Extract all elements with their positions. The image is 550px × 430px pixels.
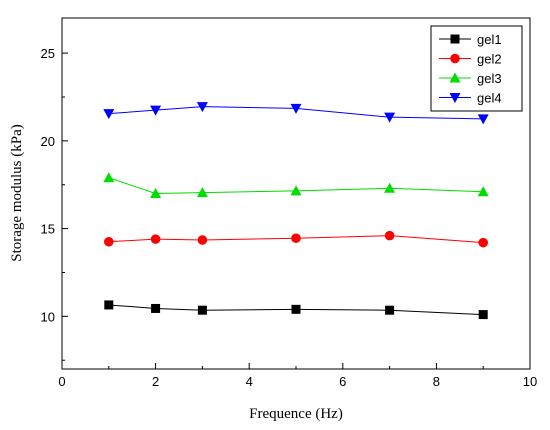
data-point-gel1	[104, 300, 114, 310]
data-point-gel3	[384, 182, 396, 193]
x-tick-label: 4	[246, 374, 253, 389]
series-gel1	[104, 300, 488, 320]
y-tick-label: 15	[41, 222, 55, 237]
data-point-gel2	[197, 235, 208, 245]
data-point-gel3	[103, 172, 115, 183]
data-point-gel1	[478, 310, 488, 320]
legend-marker-gel3	[449, 72, 461, 83]
legend-box	[430, 25, 523, 112]
series-line-gel2	[108, 235, 484, 244]
y-tick-label: 25	[41, 46, 55, 61]
data-point-gel3	[290, 185, 302, 196]
x-axis-label: Frequence (Hz)	[249, 406, 343, 422]
data-point-gel2	[384, 230, 395, 241]
data-point-gel4	[290, 103, 302, 114]
data-point-gel1	[385, 305, 395, 315]
series-line-gel1	[108, 304, 484, 316]
series-gel4	[103, 102, 489, 125]
x-tick-label: 0	[58, 374, 65, 389]
legend-label-gel1: gel1	[477, 32, 502, 47]
legend-label-gel2: gel2	[477, 52, 502, 67]
data-point-gel4	[384, 112, 396, 123]
data-point-gel4	[150, 105, 162, 116]
legend-marker-gel1	[450, 34, 460, 44]
data-point-gel3	[150, 188, 162, 198]
series-layer	[103, 102, 489, 320]
y-axis-label: Storage modulus (kPa)	[9, 124, 25, 261]
legend-label-gel4: gel4	[477, 91, 502, 106]
x-tick-label: 8	[433, 374, 440, 389]
data-point-gel3	[196, 187, 208, 198]
data-point-gel4	[477, 114, 489, 125]
axis-ticks: 0 2 4 6 8 10 10 15 20 25	[41, 46, 538, 389]
data-point-gel3	[477, 186, 489, 197]
series-line-gel3	[108, 177, 484, 195]
series-line-gel4	[108, 106, 484, 120]
data-point-gel4	[103, 109, 115, 120]
series-gel2	[104, 230, 489, 248]
data-point-gel4	[196, 102, 208, 113]
data-point-gel2	[104, 236, 114, 247]
y-tick-label: 10	[41, 309, 55, 324]
data-point-gel2	[291, 233, 301, 244]
x-tick-label: 6	[339, 374, 346, 389]
legend-marker-gel2	[450, 53, 460, 64]
legend-marker-gel4	[449, 93, 461, 103]
data-point-gel2	[478, 237, 489, 248]
data-point-gel1	[291, 304, 301, 314]
data-point-gel2	[150, 234, 161, 244]
y-tick-label: 20	[41, 134, 55, 149]
data-point-gel1	[197, 305, 207, 315]
series-gel3	[103, 172, 489, 198]
legend: gel1 gel2 gel3 gel4	[430, 25, 523, 112]
x-tick-label: 2	[152, 374, 159, 389]
legend-label-gel3: gel3	[477, 71, 502, 86]
data-point-gel1	[151, 303, 161, 313]
x-tick-label: 10	[523, 374, 537, 389]
